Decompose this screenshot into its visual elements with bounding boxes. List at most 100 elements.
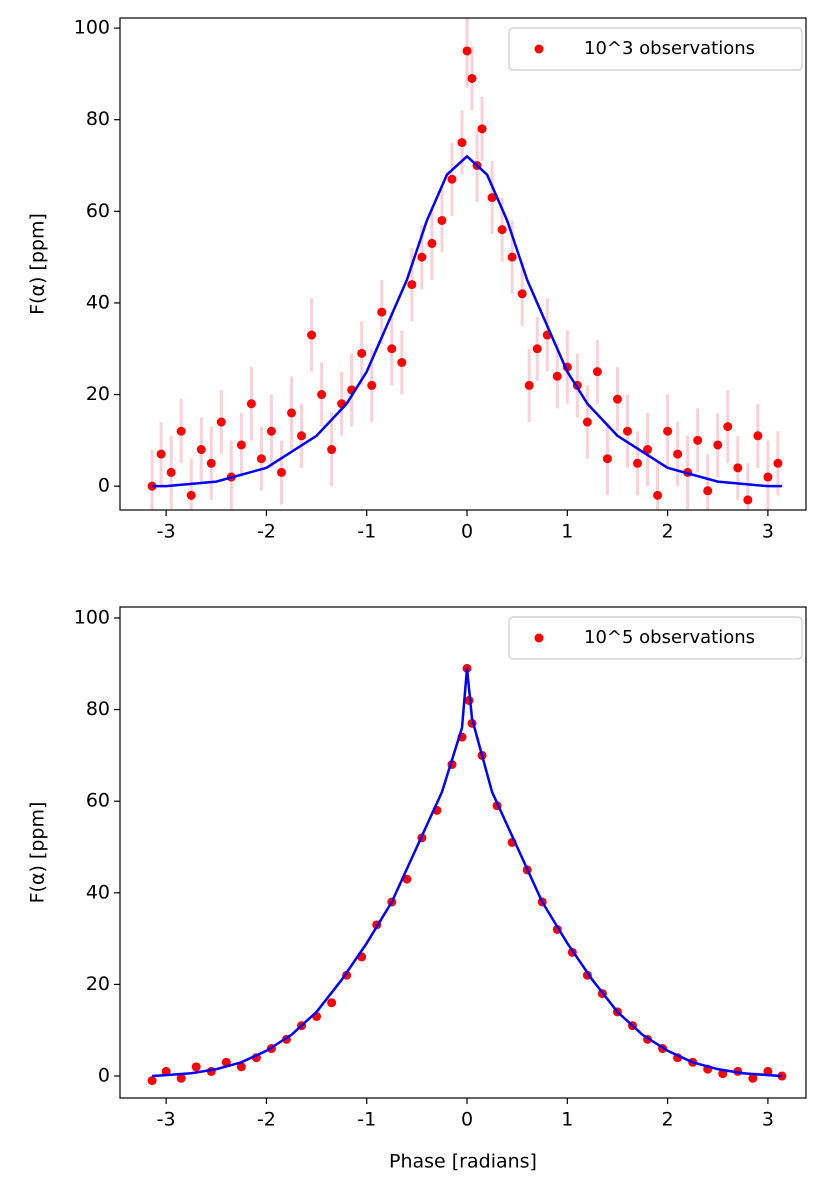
data-point [447, 174, 457, 184]
data-point [633, 458, 643, 468]
y-tick-label: 60 [86, 200, 110, 222]
y-tick-label: 40 [86, 291, 110, 313]
data-point [246, 399, 256, 409]
data-point [206, 458, 216, 468]
data-point [266, 426, 276, 436]
data-point [552, 371, 562, 381]
fit-line [152, 154, 782, 488]
y-tick-label: 80 [86, 698, 110, 720]
data-point [703, 486, 713, 496]
x-tick-label: 0 [461, 521, 473, 543]
data-point [276, 467, 286, 477]
data-point [191, 1062, 201, 1072]
data-point [753, 431, 763, 441]
data-point [622, 426, 632, 436]
x-tick-label: -2 [257, 521, 276, 543]
data-point [487, 193, 497, 203]
data-point [317, 390, 327, 400]
legend-label: 10^3 observations [584, 38, 755, 59]
y-tick-label: 80 [86, 108, 110, 130]
data-point [673, 449, 683, 459]
x-tick-label: -2 [257, 1109, 276, 1131]
data-point [743, 495, 753, 505]
x-tick-label: 1 [561, 521, 573, 543]
data-point [653, 490, 663, 500]
data-point [367, 380, 377, 390]
legend-box [508, 616, 803, 660]
data-point [327, 445, 337, 455]
data-point [397, 357, 407, 367]
x-tick-label: 2 [662, 1109, 674, 1131]
data-point [524, 380, 534, 390]
data-point [236, 1062, 246, 1072]
x-tick-label: 2 [662, 521, 674, 543]
data-point [467, 73, 477, 83]
panel: -3 -2 -1 0 1 2 3 0 20 40 60 80 100 F(α) [ppm] Phase [r… [27, 606, 807, 1173]
data-point [216, 417, 226, 427]
fit-line [152, 668, 783, 1078]
data-point [477, 124, 487, 134]
x-tick-label: 3 [762, 521, 774, 543]
data-point [532, 344, 542, 354]
data-point [147, 1076, 157, 1086]
data-point [713, 440, 723, 450]
data-point [763, 472, 773, 482]
data-point [643, 445, 653, 455]
data-point [437, 215, 447, 225]
legend-label: 10^5 observations [584, 627, 755, 648]
x-tick-label: 3 [762, 1109, 774, 1131]
data-point [748, 1073, 758, 1083]
x-tick-label: 0 [461, 1109, 473, 1131]
y-tick-label: 0 [98, 475, 110, 497]
data-point [357, 348, 367, 358]
axes-frame [119, 17, 807, 511]
data-point [592, 367, 602, 377]
y-axis-label: F(α) [ppm] [27, 213, 49, 315]
y-tick-label: 100 [74, 606, 110, 628]
x-tick-label: -3 [157, 521, 176, 543]
data-point [236, 440, 246, 450]
x-tick-label: -1 [357, 1109, 376, 1131]
data-point [663, 426, 673, 436]
data-point [196, 445, 206, 455]
x-tick-label: 1 [561, 1109, 573, 1131]
plot-area [147, 18, 783, 510]
data-point [307, 330, 317, 340]
data-point [186, 490, 196, 500]
data-point [166, 467, 176, 477]
axes-frame [119, 606, 807, 1099]
data-point [693, 435, 703, 445]
data-point [723, 422, 733, 432]
data-point [457, 138, 467, 148]
y-tick-label: 0 [98, 1065, 110, 1087]
x-axis-label: Phase [radians] [389, 1151, 537, 1173]
data-point [517, 289, 527, 299]
x-tick-label: -3 [157, 1109, 176, 1131]
data-point [176, 1073, 186, 1083]
data-point [256, 454, 266, 464]
data-point [427, 238, 437, 248]
data-point [612, 394, 622, 404]
y-axis-label: F(α) [ppm] [27, 802, 49, 904]
data-point [733, 463, 743, 473]
data-point [387, 344, 397, 354]
data-point [327, 998, 337, 1008]
y-tick-label: 100 [74, 17, 110, 39]
data-point [156, 449, 166, 459]
data-point [462, 46, 472, 56]
data-point [297, 431, 307, 441]
y-tick-label: 40 [86, 881, 110, 903]
legend-marker [534, 633, 544, 643]
data-point [582, 417, 592, 427]
legend-box [508, 27, 803, 71]
y-tick-label: 20 [86, 383, 110, 405]
data-point [417, 252, 427, 262]
panel: -3 -2 -1 0 1 2 3 0 20 40 60 80 100 F(α) [ppm] 10^3 obs… [27, 17, 807, 543]
data-point [507, 252, 517, 262]
data-point [407, 280, 417, 290]
x-tick-label: -1 [357, 521, 376, 543]
data-point [176, 426, 186, 436]
plot-area [147, 663, 787, 1086]
legend: 10^3 observations [508, 27, 803, 71]
